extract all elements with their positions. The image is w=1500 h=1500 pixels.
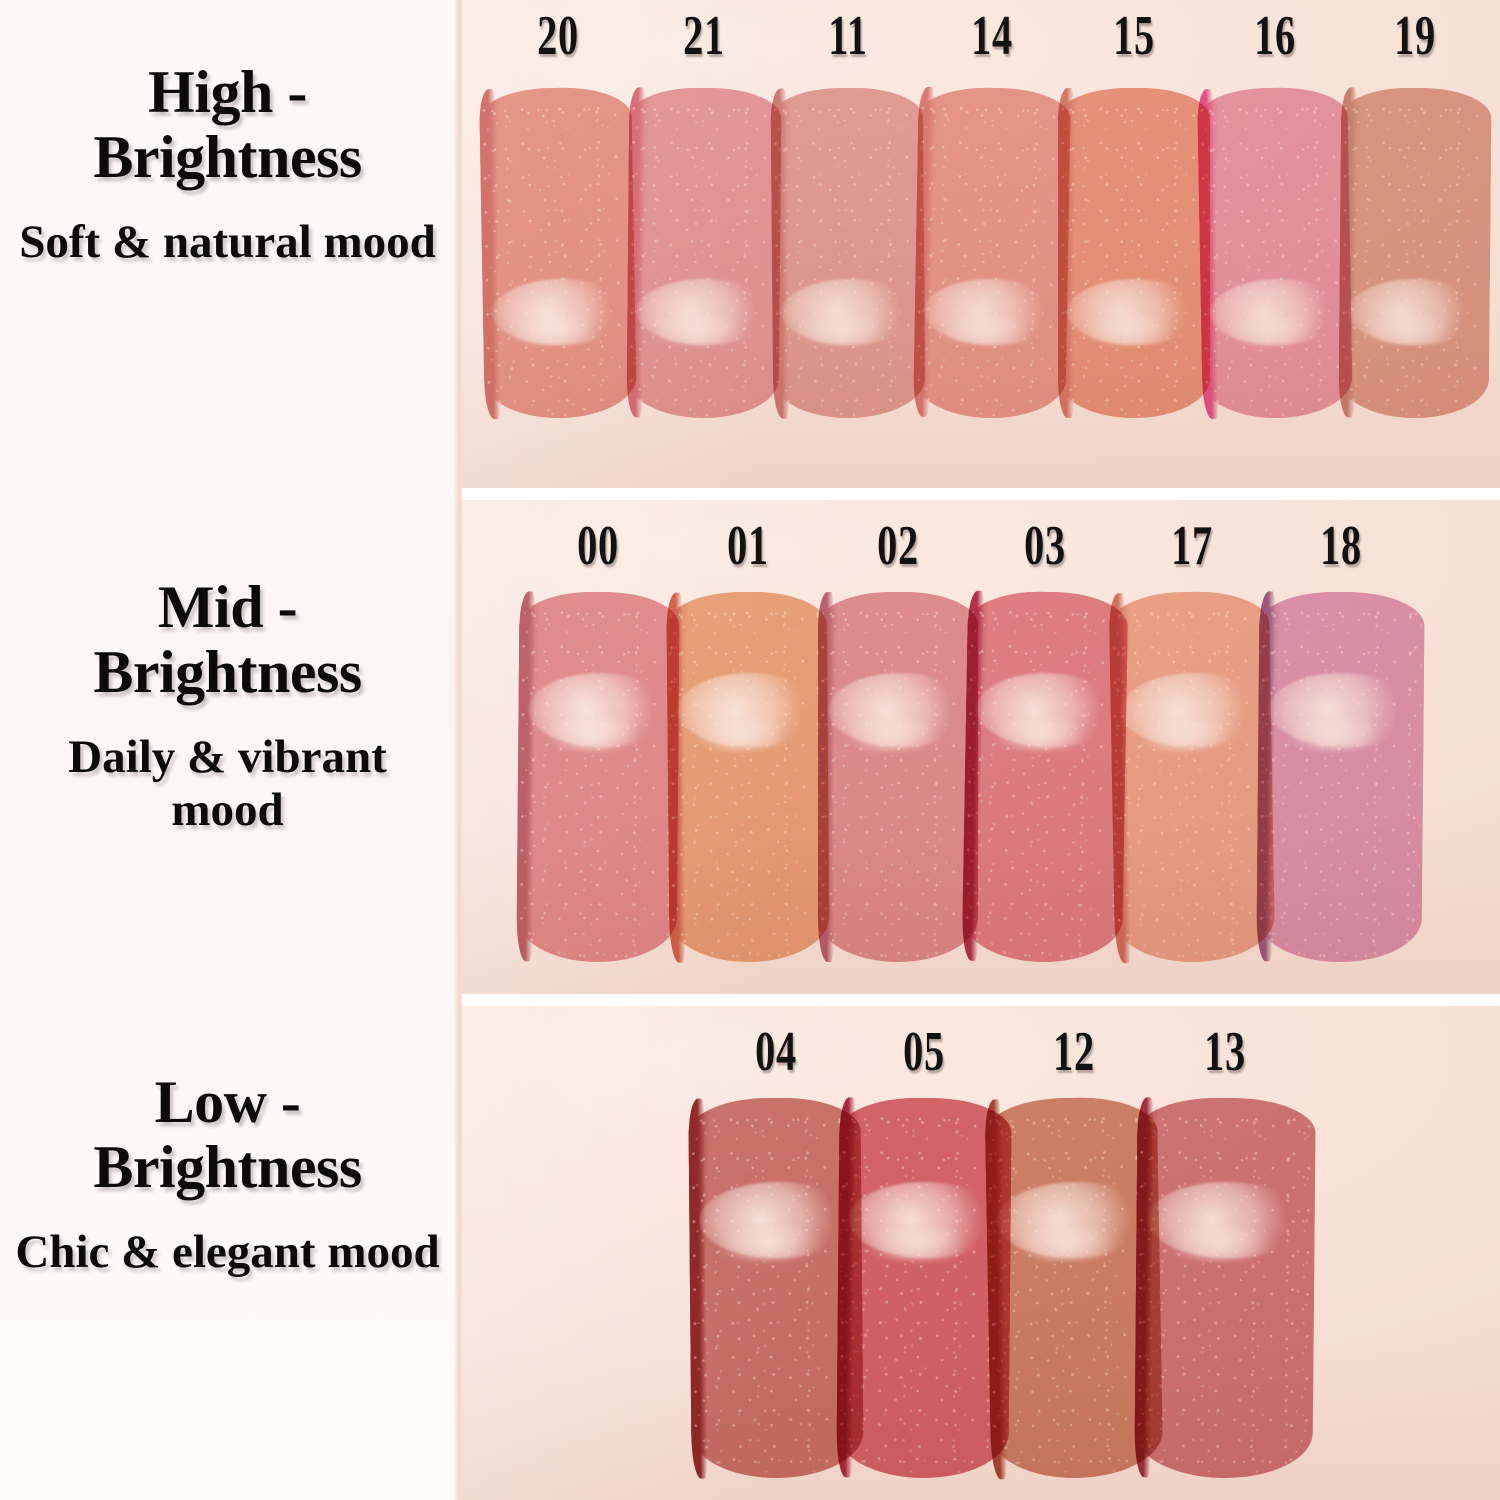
category-title-high-line1: High - (148, 59, 307, 125)
swatch-02 (818, 592, 978, 962)
swatch-row-mid (462, 500, 1500, 994)
category-title-low: Low - Brightness (14, 1070, 441, 1200)
swatch-leading-edge (818, 592, 834, 962)
shade-number-17: 17 (1171, 515, 1213, 577)
swatch-panel-low: 04 05 12 13 (462, 1006, 1500, 1500)
swatch-gloss-highlight-secondary (834, 717, 950, 752)
shade-number-20: 20 (537, 5, 579, 67)
swatch-row-high (462, 0, 1500, 488)
shade-number-18: 18 (1319, 515, 1362, 577)
category-title-mid: Mid - Brightness (14, 575, 441, 705)
category-title-mid-line1: Mid - (157, 574, 298, 640)
category-subtitle-high: Soft & natural mood (19, 215, 436, 268)
shade-number-13: 13 (1204, 1021, 1246, 1083)
shade-number-12: 12 (1053, 1021, 1095, 1083)
shade-number-03: 03 (1024, 515, 1066, 577)
swatch-body (818, 592, 978, 962)
shade-number-15: 15 (1113, 5, 1155, 67)
category-subtitle-mid: Daily & vibrant mood (68, 730, 387, 837)
shade-number-16: 16 (1254, 5, 1296, 67)
category-title-low-line2: Brightness (93, 1133, 362, 1200)
shade-number-21: 21 (683, 5, 725, 67)
shade-number-14: 14 (971, 5, 1013, 67)
shade-number-01: 01 (727, 515, 769, 577)
shade-label-row-low: 04 05 12 13 (462, 1006, 1500, 1500)
category-subtitle-low: Chic & elegant mood (15, 1225, 440, 1278)
swatch-panels: 20 21 11 14 15 16 19 00 01 02 03 17 18 04 05 12 13 (462, 0, 1500, 1500)
swatch-body (1058, 88, 1210, 418)
shade-number-04: 04 (755, 1021, 797, 1083)
swatch-panel-mid: 00 01 02 03 17 18 (462, 500, 1500, 994)
shade-number-00: 00 (577, 515, 619, 577)
category-title-mid-line2: Brightness (93, 638, 362, 705)
category-title-high-line2: Brightness (93, 123, 362, 190)
swatch-shimmer-texture (1058, 88, 1210, 418)
swatch-leading-edge (1058, 88, 1074, 418)
shade-number-19: 19 (1394, 5, 1436, 67)
shade-number-11: 11 (828, 5, 868, 67)
category-sidebar: High - Brightness Soft & natural mood Mi… (0, 0, 462, 1500)
shade-number-02: 02 (877, 515, 919, 577)
shade-label-row-high: 20 21 11 14 15 16 19 (462, 0, 1500, 488)
shade-label-row-mid: 00 01 02 03 17 18 (462, 500, 1500, 994)
category-block-high: High - Brightness Soft & natural mood (0, 60, 455, 269)
category-title-high: High - Brightness (14, 60, 441, 190)
swatch-panel-high: 20 21 11 14 15 16 19 (462, 0, 1500, 488)
swatch-shimmer-texture (818, 592, 978, 962)
category-block-low: Low - Brightness Chic & elegant mood (0, 1070, 455, 1279)
swatch-gloss-highlight-secondary (1073, 315, 1183, 346)
shade-number-05: 05 (903, 1021, 945, 1083)
category-title-low-line1: Low - (154, 1069, 301, 1135)
swatch-15 (1058, 88, 1210, 418)
category-block-mid: Mid - Brightness Daily & vibrant mood (0, 575, 455, 838)
